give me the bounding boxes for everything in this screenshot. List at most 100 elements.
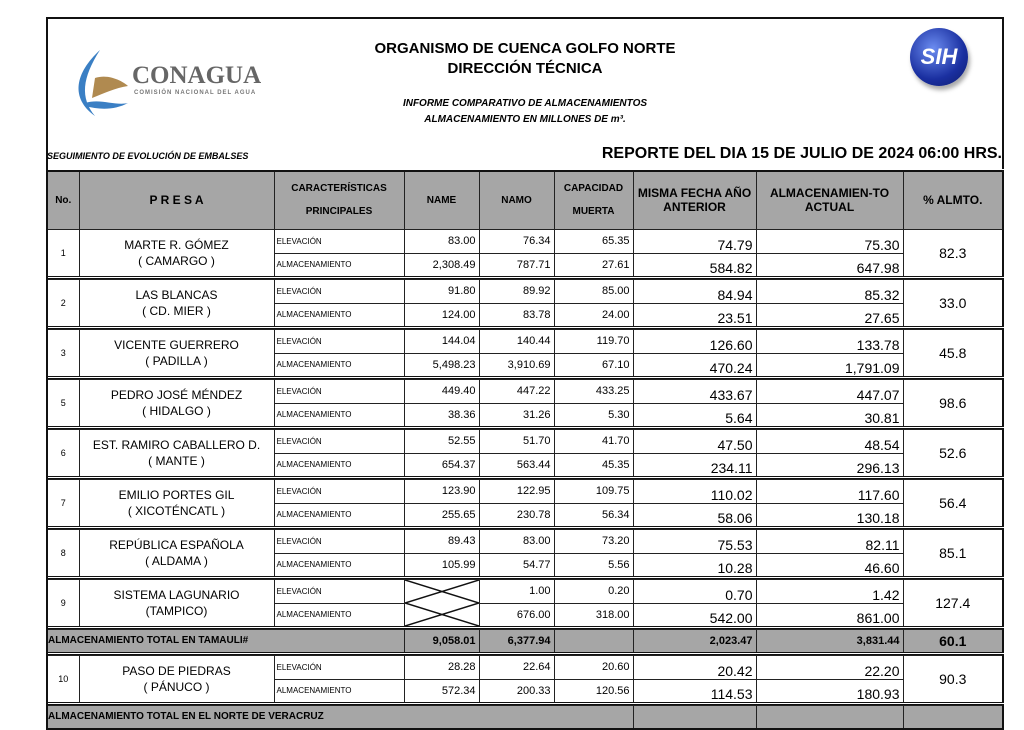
elevacion-almacenamiento-actual-value: 22.20: [755, 654, 904, 680]
elevacion-label: ELEVACIÓN: [273, 578, 405, 604]
subtitle-unidad: ALMACENAMIENTO EN MILLONES DE m³.: [424, 114, 626, 125]
dam-name-cell: REPÚBLICA ESPAÑOLA( ALDAMA ): [78, 528, 275, 578]
dam-location: ( PADILLA ): [145, 353, 208, 368]
elevacion-label: ELEVACIÓN: [273, 228, 405, 254]
col-car2: PRINCIPALES: [305, 206, 373, 218]
total-ver-misma: [632, 704, 757, 730]
dam-name-cell: VICENTE GUERRERO( PADILLA ): [78, 328, 275, 378]
conagua-emblem-icon: [78, 50, 128, 116]
elevacion-almacenamiento-actual-value: 1.42: [755, 578, 904, 604]
elevacion-namo-value: 1.00: [478, 578, 555, 604]
header-row: No. P R E S A CARACTERÍSTICAS PRINCIPALES…: [46, 170, 1004, 230]
dam-row-elevacion: 7 EMILIO PORTES GIL( XICOTÉNCATL ) ELEVACI…: [46, 478, 1004, 528]
elevacion-capacidad-muerta-value: 119.70: [553, 328, 634, 354]
elevacion-capacidad-muerta-value: 65.35: [553, 228, 634, 254]
almacenamiento-namo-value: 31.26: [478, 402, 555, 428]
total-veracruz-label: ALMACENAMIENTO TOTAL EN EL NORTE DE VERA…: [46, 704, 634, 730]
almacenamiento-capacidad-muerta-value: 318.00: [553, 602, 634, 628]
elevacion-almacenamiento-actual-value: 117.60: [755, 478, 904, 504]
elevacion-capacidad-muerta-value: 73.20: [553, 528, 634, 554]
elevacion-label: ELEVACIÓN: [273, 378, 405, 404]
total-name: 9,058.01: [403, 628, 480, 654]
elevacion-name-value: 89.43: [403, 528, 480, 554]
almacenamiento-name-value: 255.65: [403, 502, 480, 528]
total-namo: 6,377.94: [478, 628, 555, 654]
elevacion-name-value: 91.80: [403, 278, 480, 304]
total-ver-actual: [755, 704, 904, 730]
elevacion-misma-fecha-value: 47.50: [632, 428, 757, 454]
almacenamiento-name-value: 105.99: [403, 552, 480, 578]
dam-name: VICENTE GUERRERO: [114, 337, 239, 352]
dam-name-cell: MARTE R. GÓMEZ( CAMARGO ): [78, 228, 275, 278]
elevacion-name-value: 83.00: [403, 228, 480, 254]
almacenamiento-name-value: 124.00: [403, 302, 480, 328]
dam-row-almacenamiento: ALMACENAMIENTO 255.65 230.78 56.34 58.06 130.…: [47, 502, 1003, 528]
dam-location: ( HIDALGO ): [142, 403, 211, 418]
pct-almacenamiento: 85.1: [902, 528, 1004, 578]
elevacion-namo-value: 22.64: [478, 654, 555, 680]
total-ver-pct: [902, 704, 1004, 730]
elevacion-label: ELEVACIÓN: [273, 278, 405, 304]
dam-number: 1: [46, 228, 80, 278]
almacenamiento-capacidad-muerta-value: 67.10: [553, 352, 634, 378]
elevacion-name-value: 123.90: [403, 478, 480, 504]
pct-almacenamiento: 82.3: [902, 228, 1004, 278]
almacenamiento-capacidad-muerta-value: 45.35: [553, 452, 634, 478]
almacenamiento-misma-fecha-value: 234.11: [632, 452, 757, 478]
almacenamiento-label: ALMACENAMIENTO: [273, 352, 405, 378]
pct-almacenamiento: 33.0: [902, 278, 1004, 328]
elevacion-namo-value: 76.34: [478, 228, 555, 254]
dam-row-almacenamiento: ALMACENAMIENTO 654.37 563.44 45.35 234.11 296…: [47, 452, 1003, 478]
elevacion-name-value: 449.40: [403, 378, 480, 404]
col-capacidad: CAPACIDAD MUERTA: [553, 170, 634, 230]
almacenamiento-label: ALMACENAMIENTO: [273, 302, 405, 328]
elevacion-label: ELEVACIÓN: [273, 428, 405, 454]
elevacion-namo-value: 122.95: [478, 478, 555, 504]
almacenamiento-almacenamiento-actual-value: 46.60: [755, 552, 904, 578]
elevacion-namo-value: 89.92: [478, 278, 555, 304]
dam-number: 6: [46, 428, 80, 478]
dam-name: SISTEMA LAGUNARIO: [113, 587, 240, 602]
report-date: REPORTE DEL DIA 15 DE JULIO DE 2024 06:0…: [601, 145, 1002, 162]
elevacion-label: ELEVACIÓN: [273, 328, 405, 354]
elevacion-almacenamiento-actual-value: 133.78: [755, 328, 904, 354]
elevacion-almacenamiento-actual-value: 85.32: [755, 278, 904, 304]
elevacion-namo-value: 51.70: [478, 428, 555, 454]
dam-name: PASO DE PIEDRAS: [122, 663, 231, 678]
dam-name-cell: SISTEMA LAGUNARIO (TAMPICO): [78, 578, 275, 628]
elevacion-namo-value: 140.44: [478, 328, 555, 354]
elevacion-misma-fecha-value: 126.60: [632, 328, 757, 354]
dam-row-elevacion: 8 REPÚBLICA ESPAÑOLA( ALDAMA ) ELEVACIÓN 89…: [46, 528, 1004, 578]
elevacion-label: ELEVACIÓN: [273, 528, 405, 554]
dam-name: EMILIO PORTES GIL: [118, 487, 235, 502]
dam-row-elevacion: 3 VICENTE GUERRERO( PADILLA ) ELEVACIÓN 144…: [46, 328, 1004, 378]
elevacion-almacenamiento-actual-value: 447.07: [755, 378, 904, 404]
almacenamiento-almacenamiento-actual-value: 130.18: [755, 502, 904, 528]
elevacion-name-value: 52.55: [403, 428, 480, 454]
dam-row-almacenamiento: ALMACENAMIENTO 38.36 31.26 5.30 5.64 30.81: [47, 402, 1003, 428]
dam-name-cell: EST. RAMIRO CABALLERO D.( MANTE ): [78, 428, 275, 478]
almacenamiento-capacidad-muerta-value: 120.56: [553, 678, 634, 704]
almacenamiento-almacenamiento-actual-value: 30.81: [755, 402, 904, 428]
almacenamiento-almacenamiento-actual-value: 647.98: [755, 252, 904, 278]
elevacion-namo-value: 447.22: [478, 378, 555, 404]
dam-location: ( XICOTÉNCATL ): [127, 503, 226, 518]
col-namo: NAMO: [478, 170, 555, 230]
almacenamiento-almacenamiento-actual-value: 1,791.09: [755, 352, 904, 378]
almacenamiento-name-value: 572.34: [403, 678, 480, 704]
col-presa: P R E S A: [78, 170, 275, 230]
almacenamiento-namo-value: 3,910.69: [478, 352, 555, 378]
elevacion-label: ELEVACIÓN: [273, 478, 405, 504]
dam-row-elevacion: 2 LAS BLANCAS( CD. MIER ) ELEVACIÓN 91.80 89…: [46, 278, 1004, 328]
dam-name-cell: LAS BLANCAS( CD. MIER ): [78, 278, 275, 328]
total-tamaulipas-row: ALMACENAMIENTO TOTAL EN TAMAULI# 9,058.01…: [46, 628, 1004, 654]
total-capacidad: [553, 628, 634, 654]
elevacion-capacidad-muerta-value: 20.60: [553, 654, 634, 680]
elevacion-capacidad-muerta-value: 433.25: [553, 378, 634, 404]
total-actual: 3,831.44: [755, 628, 904, 654]
col-act1: ALMACENAMIEN-TO: [769, 186, 890, 201]
col-no: No.: [46, 170, 80, 230]
almacenamiento-name-value: 654.37: [403, 452, 480, 478]
almacenamiento-name-value: 2,308.49: [403, 252, 480, 278]
pct-almacenamiento: 90.3: [902, 654, 1004, 704]
